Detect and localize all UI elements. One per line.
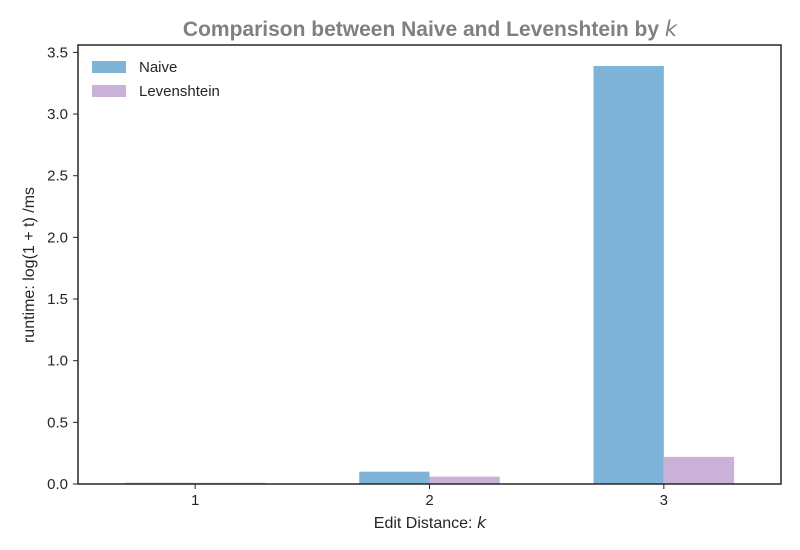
legend-label-naive: Naive — [139, 59, 177, 76]
plot-frame — [77, 44, 782, 485]
bar-levenshtein-2 — [429, 476, 500, 484]
y-tick-label: 2.5 — [47, 168, 68, 185]
y-tick-label: 1.5 — [47, 291, 68, 308]
legend: Naive Levenshtein — [92, 59, 220, 100]
x-tick-label: 2 — [425, 492, 433, 509]
y-axis-ticks: 0.0 0.5 1.0 1.5 2.0 2.5 3.0 3.5 — [47, 44, 78, 493]
x-axis-label: Edit Distance: k — [374, 513, 487, 532]
y-tick-label: 0.0 — [47, 476, 68, 493]
y-axis-label: runtime: log(1 + t) /ms — [21, 187, 38, 343]
bars-group — [124, 65, 735, 485]
chart-title-variable: k — [665, 17, 678, 41]
y-tick-label: 3.5 — [47, 44, 68, 61]
bar-levenshtein-3 — [663, 456, 735, 484]
x-tick-label: 3 — [660, 492, 668, 509]
y-tick-label: 2.0 — [47, 229, 68, 246]
y-tick-label: 3.0 — [47, 106, 68, 123]
x-axis-label-variable: k — [477, 513, 487, 532]
x-axis-label-text: Edit Distance: — [374, 515, 473, 532]
bar-naive-2 — [359, 471, 430, 484]
legend-swatch-naive — [92, 61, 126, 73]
x-axis-ticks: 1 2 3 — [191, 484, 668, 509]
y-tick-label: 1.0 — [47, 353, 68, 370]
y-tick-label: 0.5 — [47, 414, 68, 431]
chart-title: Comparison between Naive and Levenshtein… — [183, 17, 678, 41]
chart-title-text: Comparison between Naive and Levenshtein… — [183, 18, 659, 41]
legend-label-levenshtein: Levenshtein — [139, 83, 220, 100]
bar-naive-3 — [593, 65, 664, 485]
legend-swatch-levenshtein — [92, 85, 126, 97]
x-tick-label: 1 — [191, 492, 199, 509]
